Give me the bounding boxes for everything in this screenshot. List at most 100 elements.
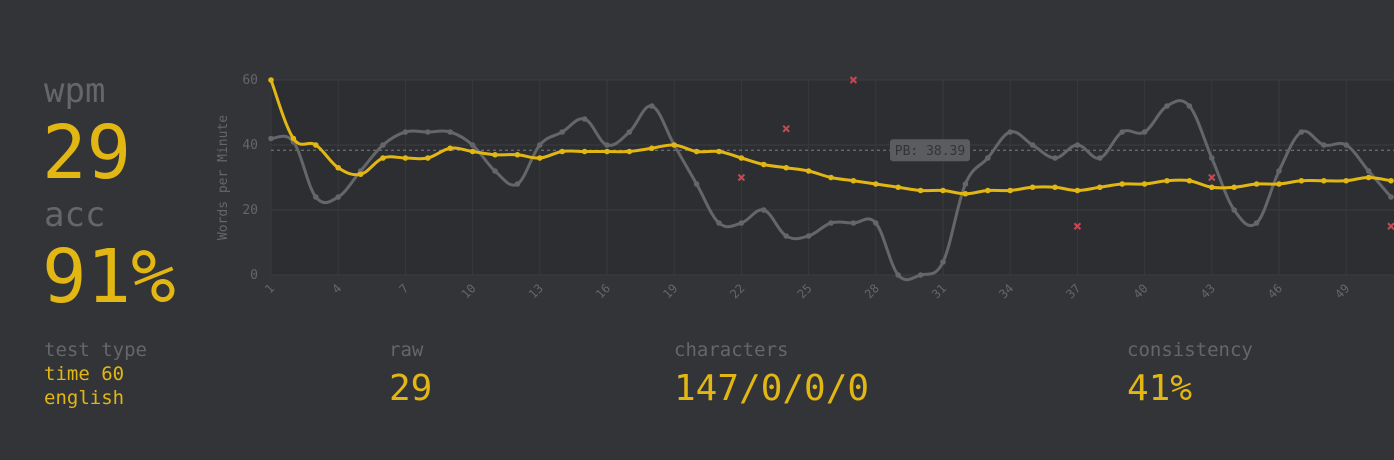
wpm-series-point [850,177,857,184]
raw-series-point [469,142,476,148]
wpm-series-point [1007,187,1013,194]
pb-label: PB: 38.39 [895,144,965,159]
raw-series-point [268,135,274,142]
raw-series-point [447,129,453,135]
error-marker [737,173,746,182]
acc-label: acc [44,195,106,235]
test-type-mode: time 60 [44,363,125,385]
wpm-series-point [1321,177,1327,184]
wpm-series-point [671,142,677,148]
raw-series-point [402,129,409,135]
wpm-series-point [1097,184,1103,191]
raw-series-point [1029,142,1036,148]
raw-series-point [604,142,610,148]
raw-series-point [514,181,521,187]
wpm-series-point [1141,181,1148,187]
wpm-series-point [357,171,364,178]
wpm-chart[interactable]: 0 20 40 60 Words per Minute 1 4 7 10 13 16 19 22 25 28… [205,60,1394,330]
y-tick-label: 20 [242,203,258,218]
raw-series-point [917,272,924,278]
wpm-series-point [425,155,431,161]
raw-series-point [873,220,879,226]
wpm-series-point [581,148,588,155]
x-tick-label: 43 [1198,281,1218,301]
wpm-value: 29 [42,110,132,196]
wpm-label: wpm [44,71,106,111]
raw-label: raw [389,339,424,361]
wpm-series-point [873,181,879,187]
x-tick-label: 28 [862,281,882,301]
raw-series-point [783,233,789,239]
raw-series-point [1164,103,1170,109]
error-marker [1387,222,1394,230]
x-tick-label: 49 [1332,281,1352,301]
raw-series-point [1074,142,1081,148]
x-tick-label: 34 [996,281,1016,301]
raw-series-point [492,168,498,174]
error-marker [849,76,858,84]
wpm-series-point [693,148,700,155]
wpm-series-point [1186,177,1193,184]
wpm-series-point [1365,174,1372,181]
y-tick-label: 0 [250,268,258,283]
x-tick-label: 1 [262,281,277,296]
y-tick-label: 60 [242,73,258,88]
acc-value: 91% [42,234,176,320]
raw-series-point [1276,168,1282,174]
raw-value: 29 [389,368,433,409]
wpm-series-point [783,164,789,171]
wpm-series-point [1209,184,1215,191]
raw-series-point [1231,207,1237,213]
wpm-series-point [828,174,834,181]
wpm-chart-svg: 0 20 40 60 Words per Minute 1 4 7 10 13 16 19 22 25 28… [216,73,1394,301]
y-tick-label: 40 [242,138,258,153]
wpm-series-point [738,155,745,161]
characters-label: characters [674,339,789,361]
wpm-series-point [1343,177,1349,184]
x-tick-label: 25 [795,281,815,301]
wpm-series-point [626,148,633,155]
characters-group: characters 147/0/0/0 [674,338,869,410]
x-tick-label: 4 [329,281,344,296]
error-marker [1073,222,1082,230]
wpm-series-point [1253,181,1260,187]
raw-series-point [895,272,901,278]
wpm-series-point [1231,184,1237,191]
x-tick-label: 19 [660,281,680,301]
raw-series-point [761,207,767,213]
raw-series-point [313,194,319,200]
wpm-series-point [313,142,319,148]
wpm-series-point [805,168,812,174]
raw-series-point [559,129,565,135]
x-tick-label: 37 [1063,281,1083,301]
wpm-series-point [402,155,409,161]
wpm-series-point [649,145,655,152]
wpm-series-point [1298,177,1305,184]
test-type-group: test type time 60 english [44,338,147,410]
raw-series-point [335,194,341,200]
wpm-series-point [761,161,767,168]
wpm-series-point [985,187,991,194]
raw-series-point [1097,155,1103,161]
raw-series-point [649,103,655,109]
raw-series-point [828,220,834,226]
raw-series-point [805,233,812,239]
error-marker [1208,173,1216,182]
characters-value: 147/0/0/0 [674,368,870,409]
wpm-series-point [917,187,924,194]
raw-series-point [1209,155,1215,161]
wpm-series-point [380,155,386,161]
x-tick-label: 16 [593,281,613,301]
wpm-series-point [268,77,274,83]
raw-series-point [1007,129,1013,135]
raw-series-point [581,116,588,122]
wpm-series-point [962,190,969,197]
x-tick-label: 31 [929,281,949,301]
raw-series-point [1388,194,1394,200]
x-tick-label: 7 [397,281,412,296]
wpm-series-point [1276,181,1282,187]
wpm-series-point [537,155,543,161]
consistency-group: consistency 41% [1127,338,1253,410]
raw-series-point [1343,142,1349,148]
raw-series-point [1253,220,1260,226]
